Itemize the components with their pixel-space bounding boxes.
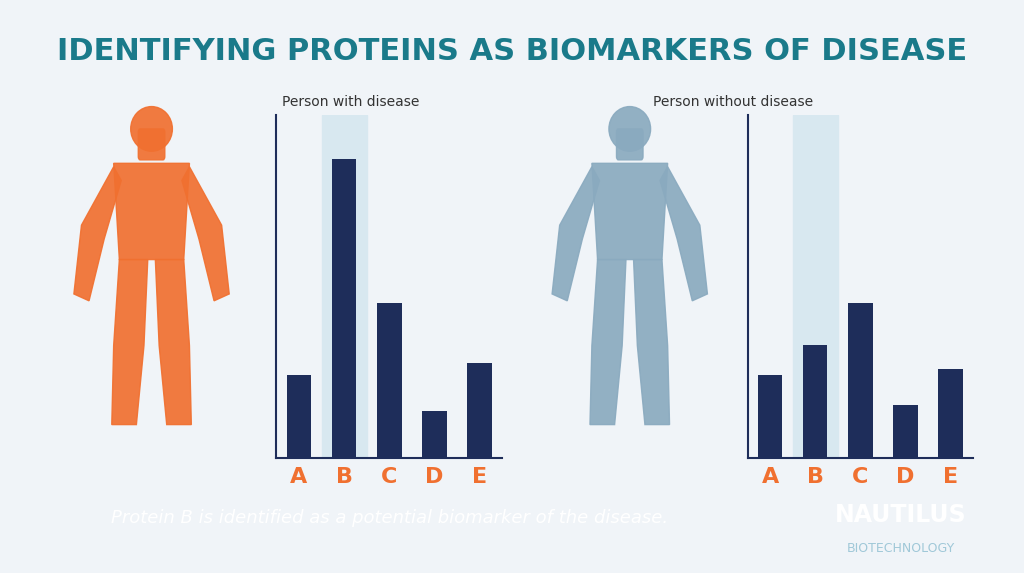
Polygon shape bbox=[592, 163, 668, 260]
Text: BIOTECHNOLOGY: BIOTECHNOLOGY bbox=[847, 541, 955, 555]
Polygon shape bbox=[660, 167, 708, 301]
Bar bbox=[938, 368, 963, 458]
Polygon shape bbox=[156, 260, 191, 425]
Bar bbox=[377, 303, 401, 458]
Text: Person with disease: Person with disease bbox=[282, 95, 419, 109]
FancyBboxPatch shape bbox=[138, 129, 165, 160]
Text: IDENTIFYING PROTEINS AS BIOMARKERS OF DISEASE: IDENTIFYING PROTEINS AS BIOMARKERS OF DI… bbox=[57, 37, 967, 66]
Bar bbox=[848, 303, 872, 458]
Ellipse shape bbox=[609, 107, 650, 151]
Polygon shape bbox=[112, 260, 147, 425]
Polygon shape bbox=[634, 260, 670, 425]
Text: Protein B is identified as a potential biomarker of the disease.: Protein B is identified as a potential b… bbox=[111, 509, 668, 527]
Text: Person without disease: Person without disease bbox=[653, 95, 813, 109]
Text: NAUTILUS: NAUTILUS bbox=[836, 503, 967, 527]
Polygon shape bbox=[552, 167, 599, 301]
Ellipse shape bbox=[131, 107, 172, 151]
Bar bbox=[287, 375, 311, 458]
Bar bbox=[793, 115, 838, 458]
Polygon shape bbox=[182, 167, 229, 301]
FancyBboxPatch shape bbox=[616, 129, 643, 160]
Polygon shape bbox=[74, 167, 121, 301]
Bar bbox=[893, 405, 918, 458]
Polygon shape bbox=[114, 163, 189, 260]
Bar bbox=[803, 345, 827, 458]
Polygon shape bbox=[590, 260, 626, 425]
Bar bbox=[322, 115, 367, 458]
Bar bbox=[758, 375, 782, 458]
Bar bbox=[422, 411, 446, 458]
Bar bbox=[332, 159, 356, 458]
Bar bbox=[467, 363, 492, 458]
